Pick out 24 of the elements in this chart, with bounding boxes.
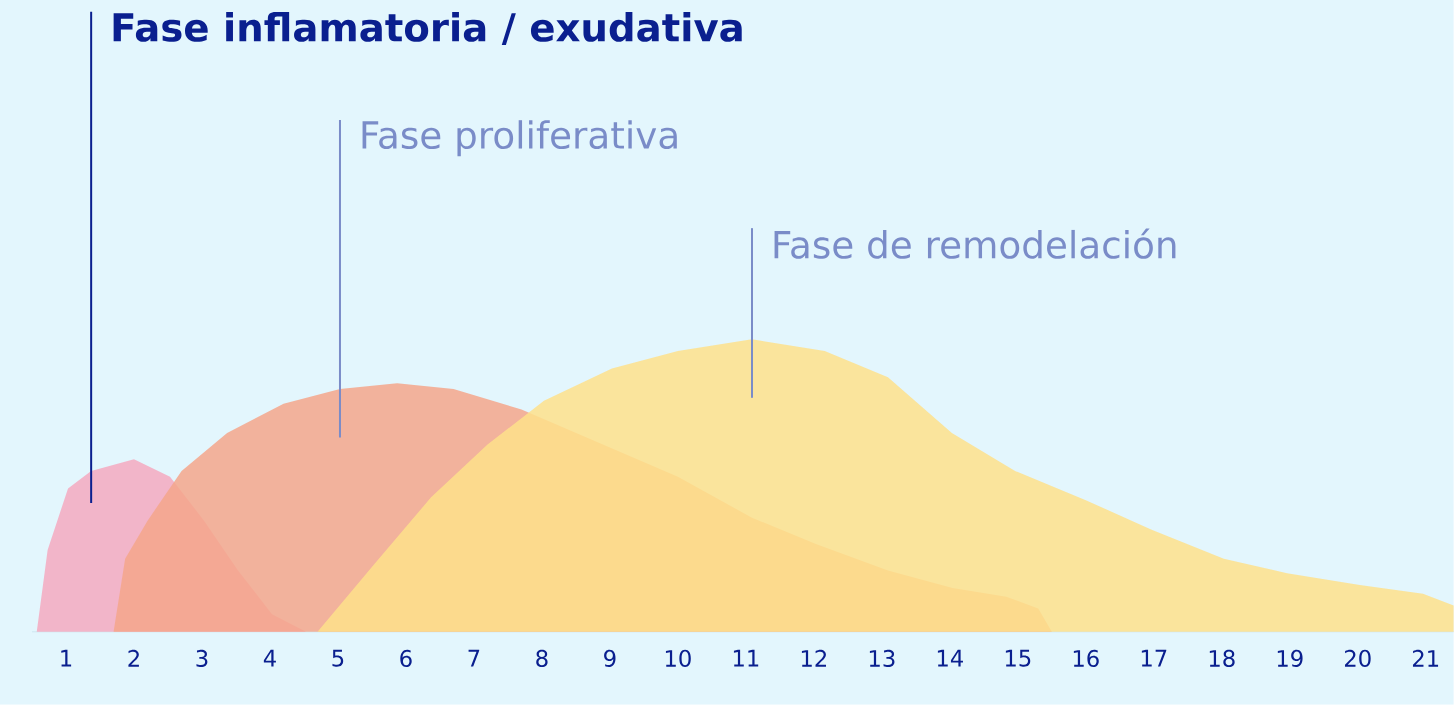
x-tick-label: 20	[1344, 649, 1371, 668]
x-tick-label: 18	[1209, 649, 1235, 668]
x-tick-label: 13	[869, 649, 895, 668]
x-tick-label: 12	[801, 649, 826, 667]
x-tick-label: 10	[665, 649, 691, 668]
x-tick-label: 16	[1073, 649, 1099, 668]
x-tick-label: 8	[536, 649, 548, 668]
x-tick-label: 15	[1005, 649, 1031, 667]
x-tick-label: 4	[263, 649, 276, 667]
x-tick-label: 9	[604, 649, 616, 668]
x-tick-label: 2	[128, 649, 139, 667]
x-tick-label: 17	[1141, 649, 1167, 667]
text: Fase inflamatoria / exudativa	[113, 12, 742, 46]
x-tick-label: 14	[937, 649, 963, 667]
x-tick-label: 3	[196, 649, 208, 668]
x-tick-label: 11	[733, 649, 759, 667]
x-tick-label: 21	[1412, 649, 1439, 667]
text: Fase de remodelación	[774, 228, 1176, 259]
x-tick-label: 7	[468, 649, 480, 667]
x-tick-label: 5	[332, 649, 344, 667]
x-tick-label: 1	[61, 649, 72, 667]
x-tick-label: 19	[1277, 649, 1303, 668]
text: Fase proliferativa	[362, 120, 677, 157]
x-tick-label: 6	[400, 649, 412, 668]
